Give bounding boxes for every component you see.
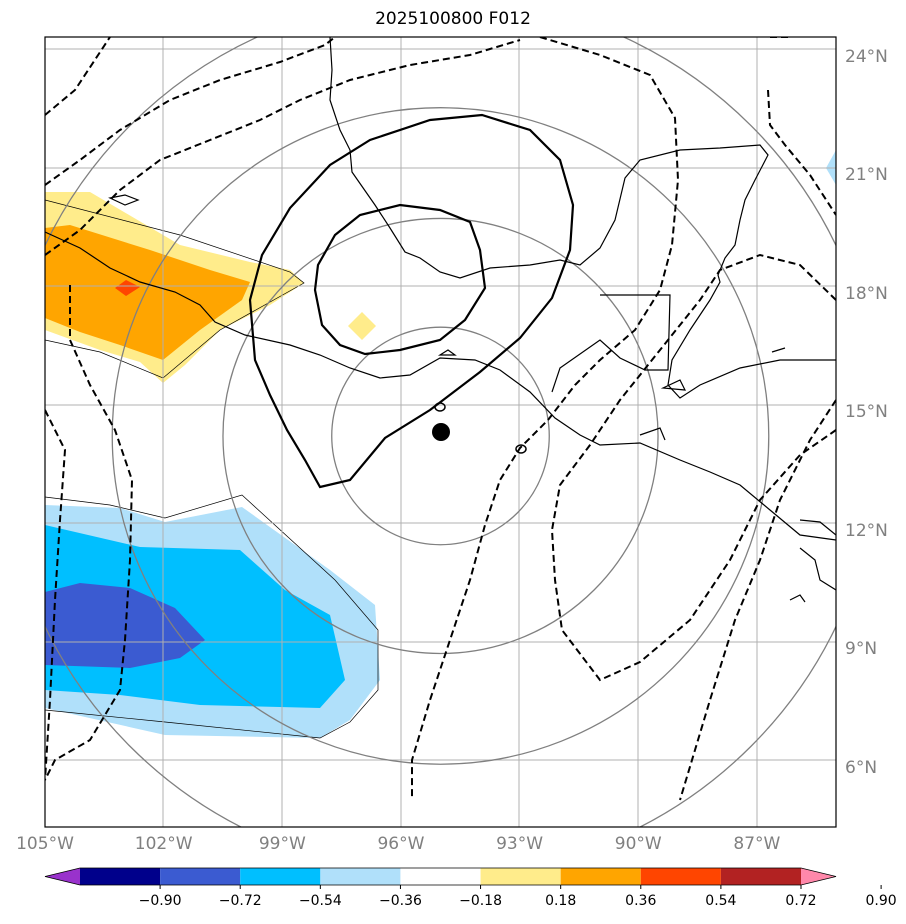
colorbar-tick-label: −0.72 (218, 893, 262, 909)
latitude-tick-label: 12°N (845, 520, 888, 541)
colorbar-tick-label: −0.18 (459, 893, 502, 909)
graticule (45, 37, 836, 827)
range-ring (331, 326, 550, 546)
negative-anomaly-fill (45, 150, 836, 738)
longitude-tick-label: 96°W (377, 834, 425, 854)
colorbar-extend-low (45, 868, 80, 885)
colorbar-segment (720, 868, 801, 885)
latitude-tick-label: 21°N (845, 165, 888, 186)
contour-label-marker (515, 444, 527, 454)
solid-contours (248, 113, 575, 489)
plot-frame (44, 36, 837, 828)
colorbar-tick-label: 0.72 (785, 893, 817, 909)
anomaly-outline (45, 199, 379, 739)
contour-label-marker (434, 402, 446, 412)
latitude-tick-label: 18°N (845, 283, 888, 304)
colorbar-segment (560, 868, 641, 885)
latitude-tick-label: 6°N (845, 757, 878, 778)
longitude-tick-label: 105°W (16, 834, 74, 854)
longitude-tick-label: 102°W (134, 834, 193, 854)
colorbar (44, 867, 882, 889)
colorbar-tick-label: 0.90 (865, 893, 897, 909)
longitude-tick-label: 99°W (258, 834, 306, 854)
positive-anomaly-fill (45, 192, 376, 383)
longitude-tick-label: 87°W (733, 834, 781, 854)
colorbar-segment (640, 868, 721, 885)
latitude-tick-label: 9°N (845, 639, 878, 660)
range-rings (45, 37, 836, 827)
colorbar-outline (44, 867, 837, 886)
colorbar-segment (80, 868, 161, 885)
range-ring (111, 107, 770, 765)
colorbar-segment (480, 868, 561, 885)
colorbar-segment (240, 868, 321, 885)
colorbar-tick-label: −0.36 (378, 893, 422, 909)
map-plot-area (45, 37, 836, 827)
longitude-tick-label: 93°W (496, 834, 544, 854)
colorbar-tick-label: 0.36 (625, 893, 657, 909)
colorbar-tick-label: 0.18 (545, 893, 577, 909)
colorbar-tick-label: 0.54 (705, 893, 737, 909)
storm-center-marker (432, 423, 450, 441)
map-title: 2025100800 F012 (375, 9, 531, 29)
latitude-tick-label: 24°N (845, 46, 888, 67)
colorbar-tick-label: −0.54 (298, 893, 342, 909)
colorbar-segment (320, 868, 401, 885)
latitude-tick-label: 15°N (845, 402, 888, 423)
coastlines (45, 37, 836, 603)
longitude-tick-label: 90°W (614, 834, 662, 854)
colorbar-extend-high (801, 868, 836, 885)
colorbar-tick-label: −0.90 (138, 893, 182, 909)
range-ring (222, 217, 659, 655)
colorbar-segment (160, 868, 241, 885)
colorbar-segment (400, 868, 481, 885)
dashed-contours (45, 37, 836, 801)
